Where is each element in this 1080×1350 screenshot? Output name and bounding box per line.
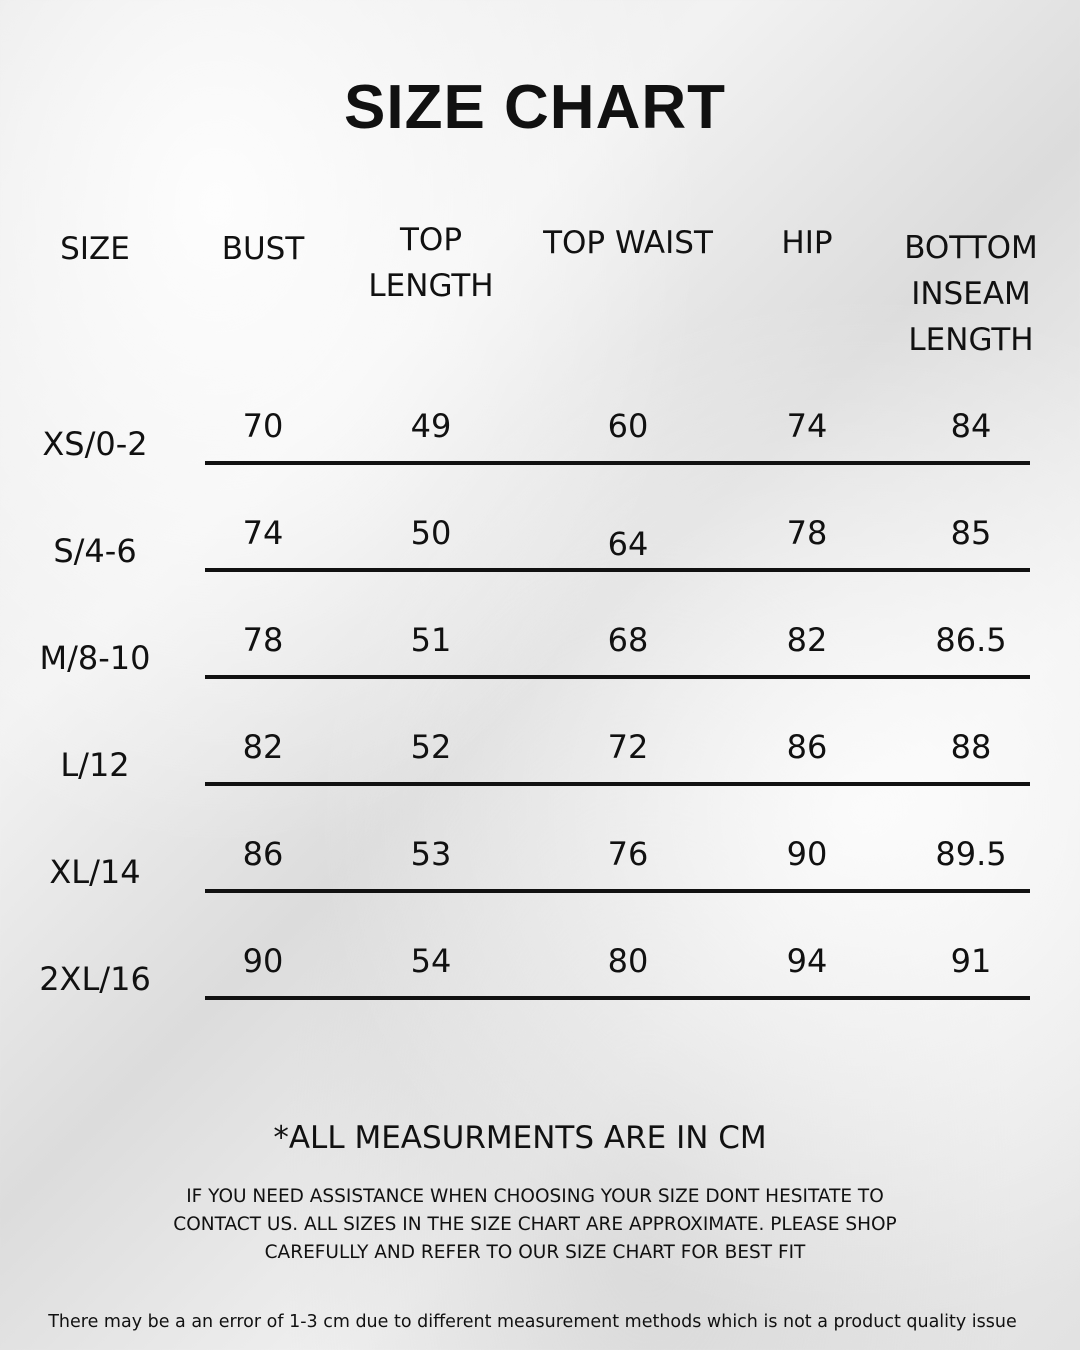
size-label: XS/0-2 xyxy=(42,425,148,463)
column-header: BOTTOM INSEAM LENGTH xyxy=(904,230,1038,358)
size-label: S/4-6 xyxy=(53,532,137,570)
measurement-cell: 78 xyxy=(242,621,284,659)
measurement-cell: 90 xyxy=(242,942,284,980)
measurement-cell: 68 xyxy=(607,621,649,659)
measurement-cell: 74 xyxy=(786,407,828,445)
row-divider xyxy=(205,461,1030,465)
size-label: XL/14 xyxy=(49,853,141,891)
column-header: HIP xyxy=(781,225,833,261)
measurement-cell: 85 xyxy=(950,514,992,552)
measurement-cell: 94 xyxy=(786,942,828,980)
measurement-cell: 49 xyxy=(410,407,452,445)
size-label: M/8-10 xyxy=(39,639,151,677)
measurement-cell: 80 xyxy=(607,942,649,980)
measurement-cell: 78 xyxy=(786,514,828,552)
row-divider xyxy=(205,996,1030,1000)
row-divider xyxy=(205,889,1030,893)
page-title: SIZE CHART xyxy=(344,73,726,142)
disclaimer-text: There may be a an error of 1-3 cm due to… xyxy=(48,1312,1017,1332)
column-header: TOP LENGTH xyxy=(368,222,494,304)
column-header: TOP WAIST xyxy=(543,225,713,261)
measurement-cell: 86.5 xyxy=(935,621,1007,659)
measurement-cell: 84 xyxy=(950,407,992,445)
measurement-cell: 82 xyxy=(786,621,828,659)
measurement-cell: 82 xyxy=(242,728,284,766)
row-divider xyxy=(205,675,1030,679)
measurement-cell: 86 xyxy=(786,728,828,766)
measurement-cell: 86 xyxy=(242,835,284,873)
size-label: 2XL/16 xyxy=(39,960,151,998)
measurement-cell: 52 xyxy=(410,728,452,766)
measurement-cell: 88 xyxy=(950,728,992,766)
measurement-cell: 51 xyxy=(410,621,452,659)
row-divider xyxy=(205,568,1030,572)
measurement-cell: 89.5 xyxy=(935,835,1007,873)
measurement-cell: 53 xyxy=(410,835,452,873)
measurement-cell: 91 xyxy=(950,942,992,980)
measurement-cell: 60 xyxy=(607,407,649,445)
measurement-cell: 64 xyxy=(607,525,649,563)
measurement-cell: 72 xyxy=(607,728,649,766)
measurement-cell: 70 xyxy=(242,407,284,445)
measurement-cell: 50 xyxy=(410,514,452,552)
measurement-cell: 74 xyxy=(242,514,284,552)
measurement-cell: 90 xyxy=(786,835,828,873)
measurement-cell: 54 xyxy=(410,942,452,980)
units-note: *ALL MEASURMENTS ARE IN CM xyxy=(273,1120,767,1156)
column-header: BUST xyxy=(221,231,305,267)
column-header: SIZE xyxy=(60,231,130,267)
measurement-cell: 76 xyxy=(607,835,649,873)
row-divider xyxy=(205,782,1030,786)
assistance-text: IF YOU NEED ASSISTANCE WHEN CHOOSING YOU… xyxy=(173,1186,897,1263)
size-label: L/12 xyxy=(60,746,130,784)
